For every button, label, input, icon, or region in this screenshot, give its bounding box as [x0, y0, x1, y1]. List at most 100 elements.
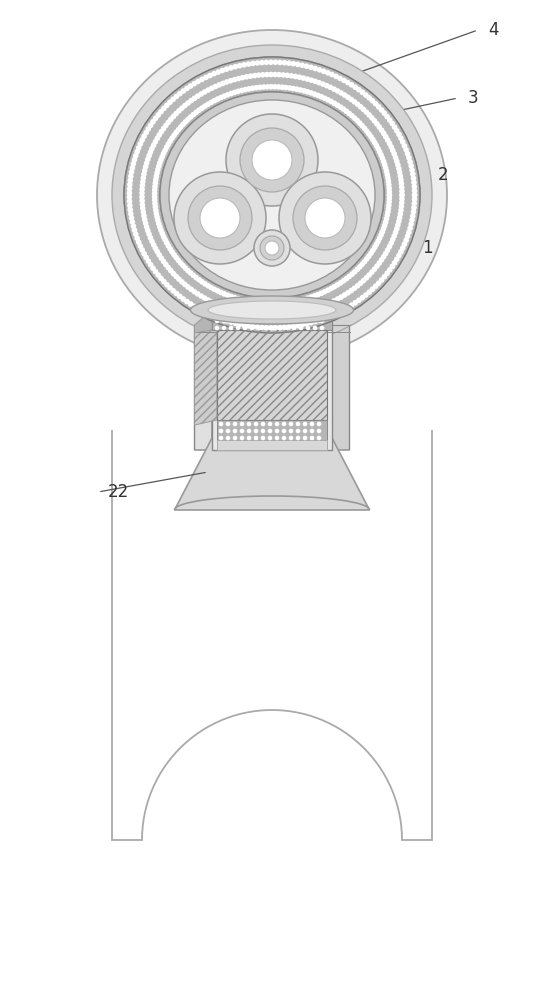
Circle shape: [289, 429, 293, 433]
Circle shape: [375, 146, 381, 151]
Circle shape: [272, 84, 277, 90]
Circle shape: [329, 72, 335, 77]
Circle shape: [410, 171, 416, 177]
Circle shape: [200, 198, 240, 238]
Circle shape: [310, 436, 314, 440]
Circle shape: [383, 219, 388, 225]
Circle shape: [357, 120, 363, 126]
Circle shape: [218, 290, 224, 295]
Circle shape: [136, 145, 141, 151]
Circle shape: [233, 429, 237, 433]
Ellipse shape: [190, 296, 354, 324]
Circle shape: [355, 101, 360, 107]
Circle shape: [232, 320, 238, 326]
Circle shape: [382, 162, 387, 167]
Circle shape: [207, 73, 213, 78]
Circle shape: [364, 128, 369, 134]
Circle shape: [225, 92, 231, 98]
Circle shape: [215, 288, 220, 294]
Circle shape: [395, 162, 401, 168]
Circle shape: [134, 235, 140, 241]
Circle shape: [174, 291, 180, 296]
Circle shape: [385, 247, 391, 253]
Circle shape: [280, 84, 285, 90]
Circle shape: [398, 173, 403, 179]
Circle shape: [322, 289, 327, 295]
Circle shape: [385, 175, 391, 181]
Circle shape: [393, 230, 398, 235]
Circle shape: [218, 95, 224, 100]
Circle shape: [232, 90, 238, 95]
Circle shape: [306, 312, 310, 316]
Circle shape: [191, 289, 197, 294]
Circle shape: [387, 117, 393, 123]
Circle shape: [406, 229, 412, 235]
Circle shape: [304, 321, 310, 327]
Circle shape: [345, 80, 350, 85]
Circle shape: [243, 312, 248, 316]
Circle shape: [244, 310, 249, 316]
Circle shape: [264, 312, 268, 316]
Circle shape: [289, 436, 293, 440]
Circle shape: [275, 422, 279, 426]
Circle shape: [182, 282, 188, 287]
Circle shape: [306, 319, 310, 323]
Circle shape: [296, 429, 300, 433]
Polygon shape: [217, 330, 327, 420]
Polygon shape: [212, 310, 332, 450]
Circle shape: [202, 89, 207, 95]
Circle shape: [264, 313, 270, 318]
Circle shape: [305, 308, 310, 314]
Circle shape: [220, 68, 225, 73]
Circle shape: [392, 233, 397, 239]
Circle shape: [374, 263, 380, 269]
Circle shape: [127, 198, 132, 204]
Circle shape: [312, 79, 318, 84]
Circle shape: [188, 186, 252, 250]
Circle shape: [369, 115, 375, 121]
Circle shape: [355, 283, 360, 289]
Circle shape: [351, 99, 357, 105]
Circle shape: [152, 204, 158, 210]
Circle shape: [320, 326, 324, 330]
Circle shape: [140, 179, 146, 185]
Circle shape: [179, 105, 185, 111]
Circle shape: [403, 147, 409, 153]
Circle shape: [257, 326, 261, 330]
Circle shape: [184, 299, 190, 304]
Circle shape: [228, 306, 233, 312]
Circle shape: [285, 319, 289, 323]
Circle shape: [228, 312, 233, 316]
Circle shape: [296, 310, 302, 316]
Circle shape: [372, 118, 377, 124]
Circle shape: [181, 296, 186, 302]
Circle shape: [293, 186, 357, 250]
Circle shape: [396, 219, 401, 224]
Circle shape: [367, 95, 372, 101]
Circle shape: [392, 151, 397, 157]
Text: 22: 22: [108, 483, 129, 501]
Circle shape: [280, 300, 285, 306]
Circle shape: [215, 315, 221, 321]
Circle shape: [246, 429, 251, 433]
Circle shape: [390, 121, 395, 126]
Circle shape: [152, 187, 158, 193]
Circle shape: [386, 179, 391, 184]
Circle shape: [152, 201, 158, 206]
Circle shape: [345, 94, 351, 100]
Circle shape: [349, 271, 355, 277]
Circle shape: [325, 97, 331, 103]
Circle shape: [290, 86, 296, 91]
Circle shape: [129, 215, 134, 221]
Circle shape: [248, 73, 254, 79]
Circle shape: [159, 154, 165, 159]
Ellipse shape: [160, 92, 384, 298]
Circle shape: [147, 149, 153, 155]
Circle shape: [355, 267, 360, 272]
Circle shape: [325, 70, 331, 76]
Circle shape: [188, 270, 194, 276]
Circle shape: [217, 302, 222, 308]
Circle shape: [220, 81, 226, 86]
Circle shape: [387, 267, 393, 273]
Circle shape: [154, 136, 160, 141]
